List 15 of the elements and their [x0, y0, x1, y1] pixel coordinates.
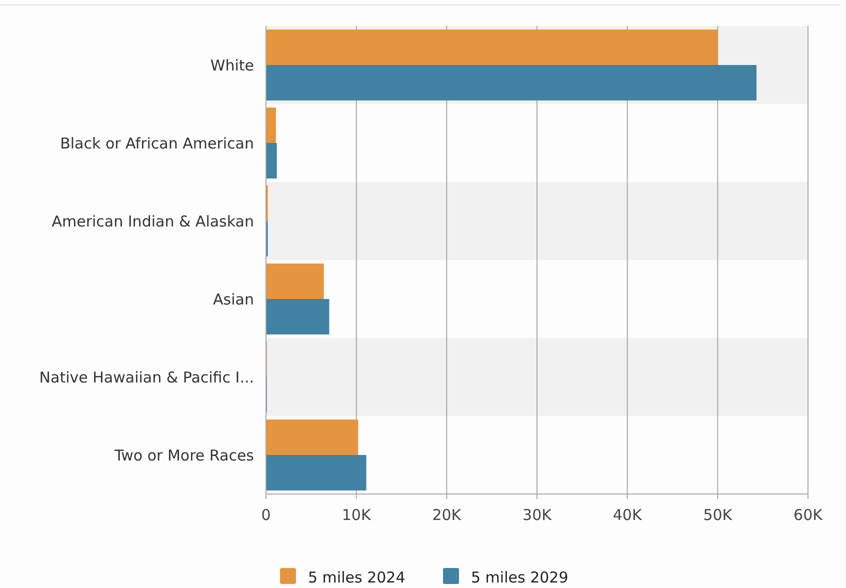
x-tick-label: 0	[261, 506, 271, 524]
x-tick-label: 30K	[522, 506, 553, 524]
x-tick-label: 40K	[612, 506, 643, 524]
y-tick-label: Black or African American	[60, 134, 254, 152]
y-tick-label: Native Hawaiian & Pacific I...	[39, 368, 254, 386]
y-tick-label: White	[210, 56, 254, 74]
legend-label: 5 miles 2024	[308, 568, 406, 586]
x-tick-label: 50K	[703, 506, 734, 524]
x-tick-label: 10K	[342, 506, 372, 524]
y-tick-label: Two or More Races	[113, 446, 254, 464]
y-tick-label: Asian	[213, 290, 254, 308]
x-tick-label: 60K	[794, 506, 824, 524]
x-tick-label: 20K	[432, 506, 462, 524]
legend-label: 5 miles 2029	[471, 568, 568, 586]
y-tick-label: American Indian & Alaskan	[52, 212, 254, 230]
